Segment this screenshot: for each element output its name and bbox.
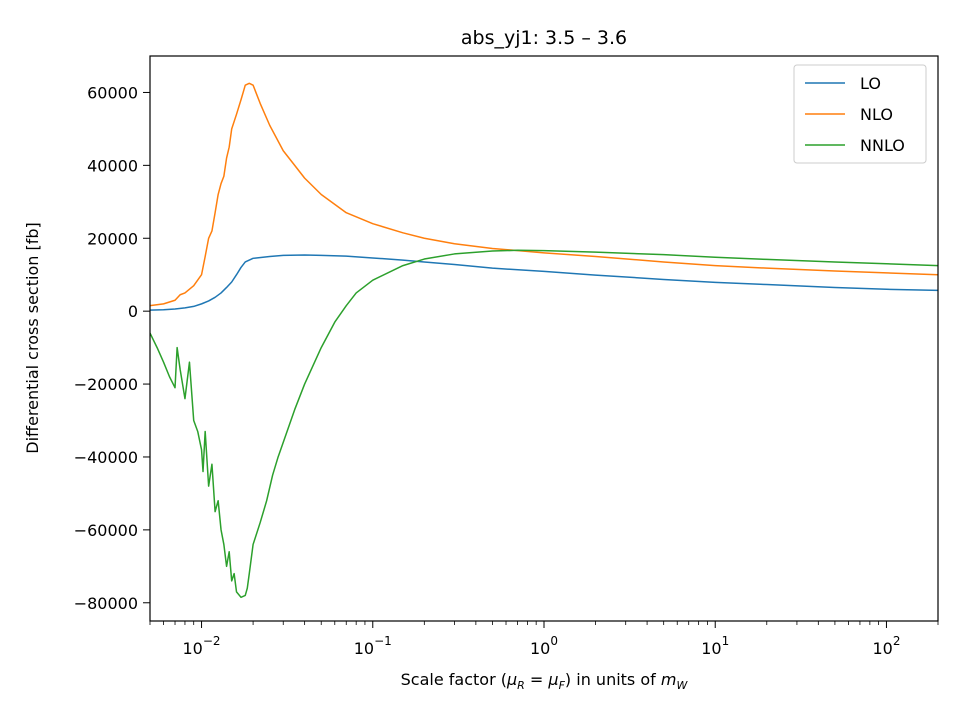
y-tick-label: −20000 — [74, 375, 138, 394]
x-axis-label: Scale factor (μR = μF) in units of mW — [401, 670, 689, 692]
y-tick-label: −80000 — [74, 594, 138, 613]
legend: LO NLO NNLO — [793, 64, 927, 164]
legend-label-lo: LO — [860, 74, 881, 93]
legend-label-nnlo: NNLO — [860, 136, 905, 155]
legend-label-nlo: NLO — [860, 105, 893, 124]
y-axis-label: Differential cross section [fb] — [23, 222, 42, 453]
y-tick-label: −60000 — [74, 521, 138, 540]
series-line-nnlo — [150, 249, 938, 599]
x-tick-label: 101 — [701, 634, 729, 658]
y-tick-label: 0 — [128, 302, 138, 321]
series-line-lo — [150, 254, 938, 311]
series-layer — [150, 82, 938, 599]
chart-title: abs_yj1: 3.5 – 3.6 — [461, 27, 627, 49]
x-tick-label: 10−2 — [183, 634, 221, 658]
x-tick-label: 100 — [530, 634, 558, 658]
y-tick-label: 20000 — [87, 229, 138, 248]
y-tick-label: 60000 — [87, 83, 138, 102]
x-tick-label: 10−1 — [354, 634, 392, 658]
y-axis: 60000 40000 20000 0 −20000 −40000 −60000 −80000 — [74, 83, 150, 613]
x-tick-label: 102 — [872, 634, 900, 658]
plot-area — [149, 55, 939, 622]
legend-box — [793, 64, 927, 164]
x-axis: 10−2 10−1 100 101 102 — [149, 621, 939, 658]
y-tick-label: 40000 — [87, 156, 138, 175]
series-line-nlo — [150, 82, 938, 307]
y-tick-label: −40000 — [74, 448, 138, 467]
